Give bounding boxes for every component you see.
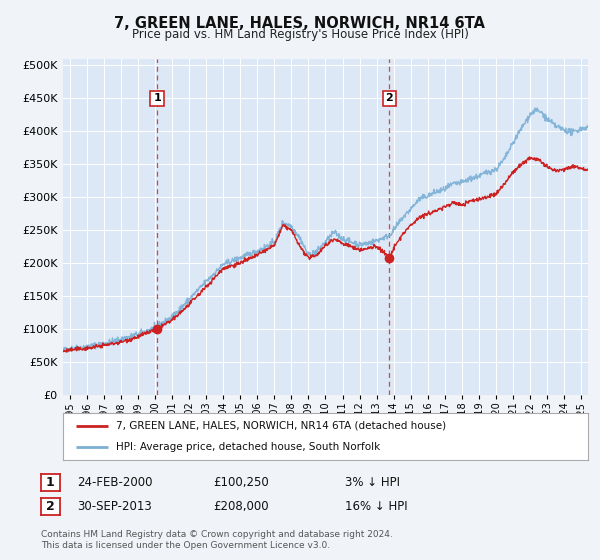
Text: This data is licensed under the Open Government Licence v3.0.: This data is licensed under the Open Gov… — [41, 541, 330, 550]
Text: 2: 2 — [46, 500, 55, 514]
Text: Price paid vs. HM Land Registry's House Price Index (HPI): Price paid vs. HM Land Registry's House … — [131, 28, 469, 41]
Text: £100,250: £100,250 — [213, 476, 269, 489]
Text: 1: 1 — [46, 476, 55, 489]
Text: HPI: Average price, detached house, South Norfolk: HPI: Average price, detached house, Sout… — [115, 442, 380, 452]
Text: £208,000: £208,000 — [213, 500, 269, 514]
Text: 30-SEP-2013: 30-SEP-2013 — [77, 500, 152, 514]
Text: Contains HM Land Registry data © Crown copyright and database right 2024.: Contains HM Land Registry data © Crown c… — [41, 530, 392, 539]
Text: 1: 1 — [153, 94, 161, 104]
Text: 16% ↓ HPI: 16% ↓ HPI — [345, 500, 407, 514]
Text: 3% ↓ HPI: 3% ↓ HPI — [345, 476, 400, 489]
Text: 2: 2 — [386, 94, 393, 104]
Text: 7, GREEN LANE, HALES, NORWICH, NR14 6TA (detached house): 7, GREEN LANE, HALES, NORWICH, NR14 6TA … — [115, 421, 446, 431]
Text: 24-FEB-2000: 24-FEB-2000 — [77, 476, 152, 489]
Text: 7, GREEN LANE, HALES, NORWICH, NR14 6TA: 7, GREEN LANE, HALES, NORWICH, NR14 6TA — [115, 16, 485, 31]
